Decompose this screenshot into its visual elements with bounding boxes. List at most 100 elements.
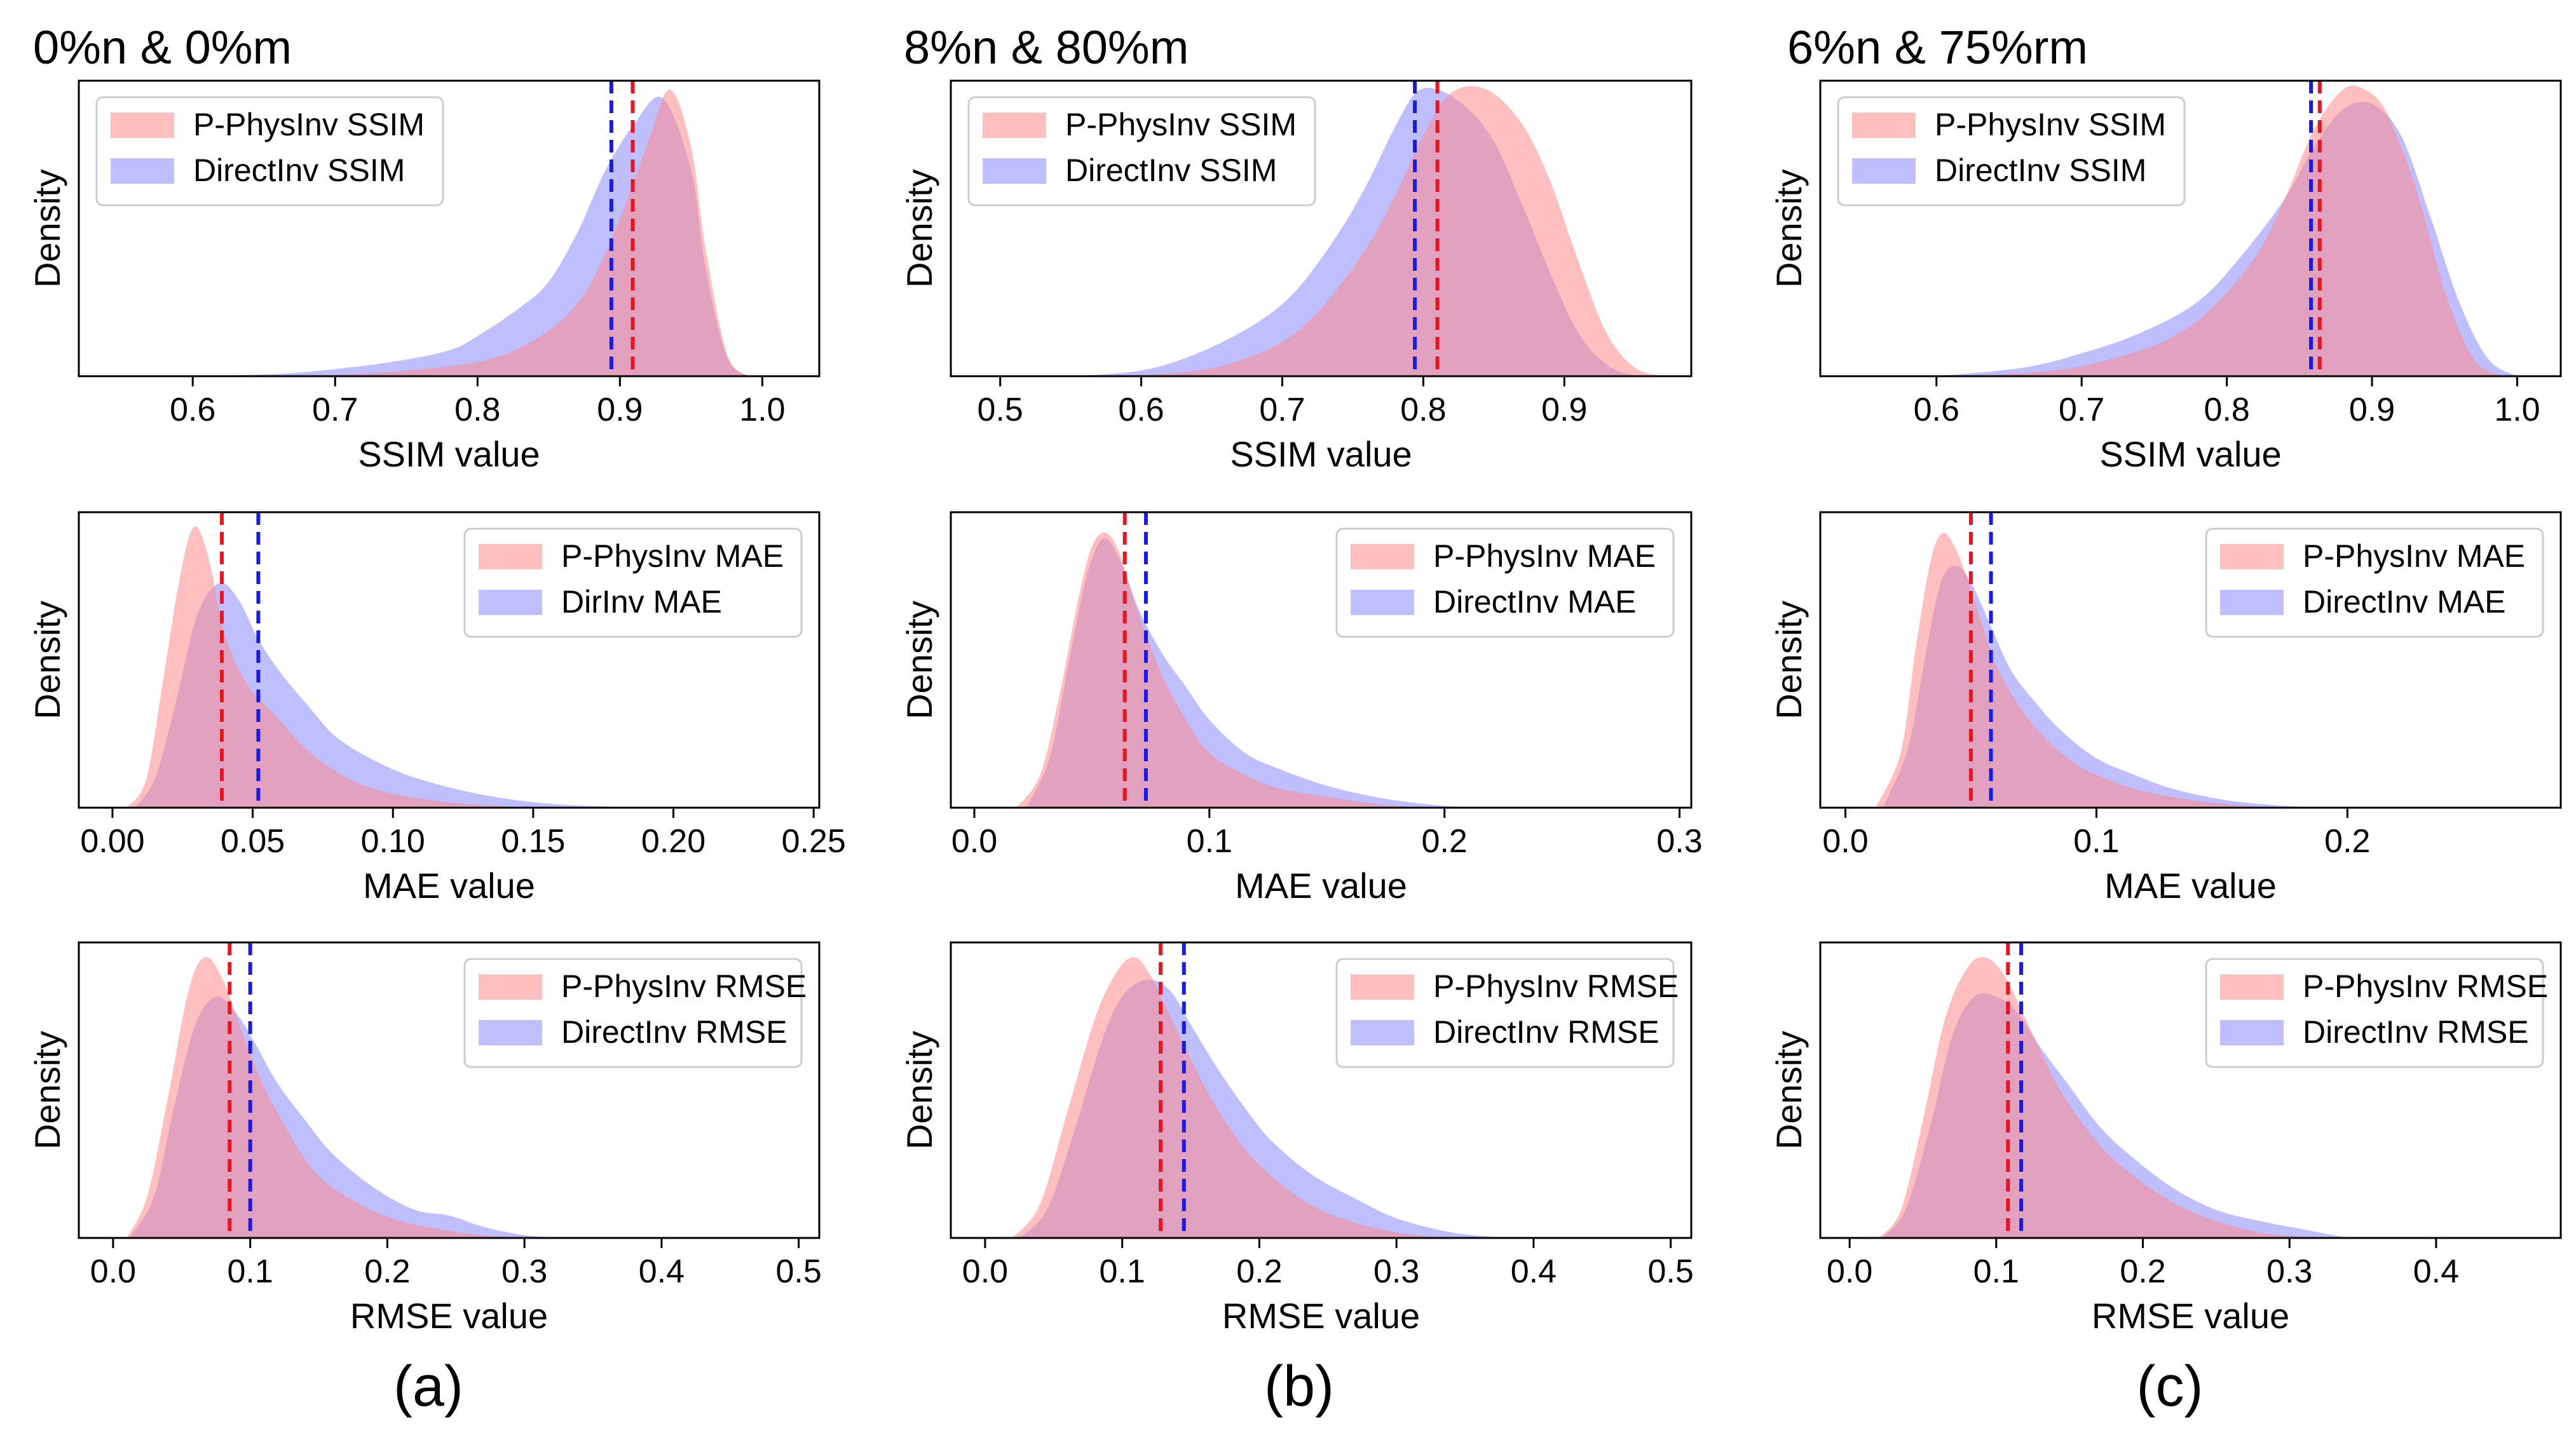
axes-frame xyxy=(950,511,1693,809)
x-tick-label: 0.1 xyxy=(1973,1253,2019,1290)
x-tick-label: 0.0 xyxy=(90,1253,136,1290)
legend-label: DirectInv RMSE xyxy=(1433,1014,1659,1050)
y-axis-label: Density xyxy=(1769,1031,1809,1150)
x-tick-label: 0.6 xyxy=(170,391,215,428)
density-area-red xyxy=(1879,956,2319,1238)
legend-box xyxy=(95,96,444,207)
y-axis-label: Density xyxy=(899,601,939,719)
caption-a: (a) xyxy=(393,1355,463,1418)
legend-label: DirectInv SSIM xyxy=(1065,153,1277,188)
legend-swatch-blue xyxy=(2220,590,2284,615)
legend-swatch-red xyxy=(1351,974,1414,1000)
legend-label: DirInv MAE xyxy=(561,584,722,620)
plot-area-a-ssim xyxy=(193,81,748,376)
x-tick-label: 0.1 xyxy=(2073,823,2119,860)
panel-a-mae: 0.00 0.05 0.10 0.15 0.20 0.25 MAE value Density… xyxy=(27,511,846,906)
x-tick-label: 0.3 xyxy=(1656,823,1702,860)
plot-area-b-mae xyxy=(1016,512,1468,808)
legend-swatch-red xyxy=(479,974,542,1000)
legend-box xyxy=(1335,958,1675,1068)
x-tick-label: 0.2 xyxy=(364,1253,410,1290)
x-tick-label: 0.4 xyxy=(639,1253,685,1290)
x-tick-label: 0.6 xyxy=(1118,391,1164,428)
x-tick-label: 0.8 xyxy=(2204,391,2249,428)
legend: P-PhysInv SSIM DirectInv SSIM xyxy=(1837,96,2186,207)
x-tick-label: 0.3 xyxy=(1373,1253,1419,1290)
legend-swatch-blue xyxy=(479,590,542,615)
y-axis-label: Density xyxy=(1769,601,1809,719)
x-tick-label: 0.9 xyxy=(1541,391,1587,428)
x-tick-label: 0.6 xyxy=(1914,391,1959,428)
x-tick-label: 0.10 xyxy=(361,823,425,860)
legend-swatch-red xyxy=(983,112,1046,138)
legend-box xyxy=(463,958,803,1068)
panel-b-ssim: 0.5 0.6 0.7 0.8 0.9 SSIM value Density P-PhysIn… xyxy=(899,79,1693,474)
legend-label: DirectInv RMSE xyxy=(2303,1014,2529,1050)
density-area-red xyxy=(126,956,525,1238)
legend: P-PhysInv RMSE DirectInv RMSE xyxy=(2205,958,2548,1068)
y-axis-label: Density xyxy=(27,601,67,719)
x-tick-label: 0.0 xyxy=(1822,823,1868,860)
x-tick-label: 0.5 xyxy=(775,1253,821,1290)
x-tick-label: 0.5 xyxy=(1647,1253,1693,1290)
legend-label: P-PhysInv RMSE xyxy=(561,968,807,1004)
x-axis-label: MAE value xyxy=(2104,866,2277,906)
legend: P-PhysInv RMSE DirectInv RMSE xyxy=(1335,958,1679,1068)
plot-area-b-ssim xyxy=(1070,81,1663,376)
legend-label: P-PhysInv SSIM xyxy=(1935,107,2166,142)
panel-a-rmse: 0.0 0.1 0.2 0.3 0.4 0.5 RMSE value Density P-Phy… xyxy=(27,941,822,1336)
x-tick-label: 0.4 xyxy=(1511,1253,1557,1290)
legend-box xyxy=(2205,958,2544,1068)
legend-swatch-blue xyxy=(983,158,1046,184)
legend-box xyxy=(967,96,1316,207)
legend-label: P-PhysInv MAE xyxy=(2303,538,2525,574)
panel-b-rmse: 0.0 0.1 0.2 0.3 0.4 0.5 RMSE value Density P-Phy… xyxy=(899,941,1694,1336)
panels: 0.6 0.7 0.8 0.9 1.0 SSIM value Density P-PhysIn… xyxy=(27,79,2562,1336)
x-tick-label: 1.0 xyxy=(739,391,785,428)
x-tick-label: 0.1 xyxy=(1100,1253,1145,1290)
legend: P-PhysInv SSIM DirectInv SSIM xyxy=(967,96,1316,207)
legend-label: DirectInv SSIM xyxy=(193,153,405,188)
density-area-red xyxy=(1965,85,2503,376)
y-axis-label: Density xyxy=(27,169,67,288)
axes-frame xyxy=(1819,941,2562,1239)
panel-c-ssim: 0.6 0.7 0.8 0.9 1.0 SSIM value Density P-PhysIn… xyxy=(1769,79,2562,474)
legend-label: P-PhysInv SSIM xyxy=(193,107,425,142)
legend-swatch-red xyxy=(2220,974,2284,1000)
axes-frame xyxy=(1819,79,2562,377)
x-axis-label: MAE value xyxy=(363,866,535,906)
density-area-red xyxy=(1875,533,2272,808)
density-area-red xyxy=(1084,86,1663,376)
legend-label: P-PhysInv RMSE xyxy=(1433,968,1679,1004)
x-tick-label: 0.2 xyxy=(1236,1253,1282,1290)
x-axis-label: SSIM value xyxy=(1230,434,1412,474)
x-tick-label: 0.2 xyxy=(2120,1253,2165,1290)
x-tick-label: 0.0 xyxy=(1827,1253,1872,1290)
y-axis-label: Density xyxy=(899,1031,939,1150)
legend-swatch-red xyxy=(111,112,174,138)
legend-swatch-red xyxy=(1852,112,1916,138)
legend-label: DirectInv MAE xyxy=(1433,584,1637,620)
legend-swatch-blue xyxy=(479,1020,542,1045)
legend-swatch-red xyxy=(479,544,542,569)
x-tick-label: 0.25 xyxy=(782,823,846,860)
y-axis-label: Density xyxy=(899,169,939,288)
legend-swatch-blue xyxy=(1351,590,1414,615)
legend-label: P-PhysInv MAE xyxy=(561,538,784,574)
legend-box xyxy=(1335,527,1675,638)
x-axis-label: RMSE value xyxy=(350,1296,548,1336)
density-area-red xyxy=(1012,957,1452,1238)
legend-swatch-red xyxy=(2220,544,2284,569)
column-title-b: 8%n & 80%m xyxy=(904,21,1189,74)
x-tick-label: 0.4 xyxy=(2413,1253,2459,1290)
legend-swatch-red xyxy=(1351,544,1414,569)
legend: P-PhysInv SSIM DirectInv SSIM xyxy=(95,96,444,207)
legend-box xyxy=(1837,96,2186,207)
legend: P-PhysInv MAE DirInv MAE xyxy=(463,527,803,638)
plot-area-c-mae xyxy=(1875,512,2322,808)
x-tick-label: 0.7 xyxy=(312,391,358,428)
axes-frame xyxy=(78,941,821,1239)
x-tick-label: 0.8 xyxy=(454,391,500,428)
x-tick-label: 0.7 xyxy=(2059,391,2104,428)
x-tick-label: 0.3 xyxy=(2266,1253,2312,1290)
